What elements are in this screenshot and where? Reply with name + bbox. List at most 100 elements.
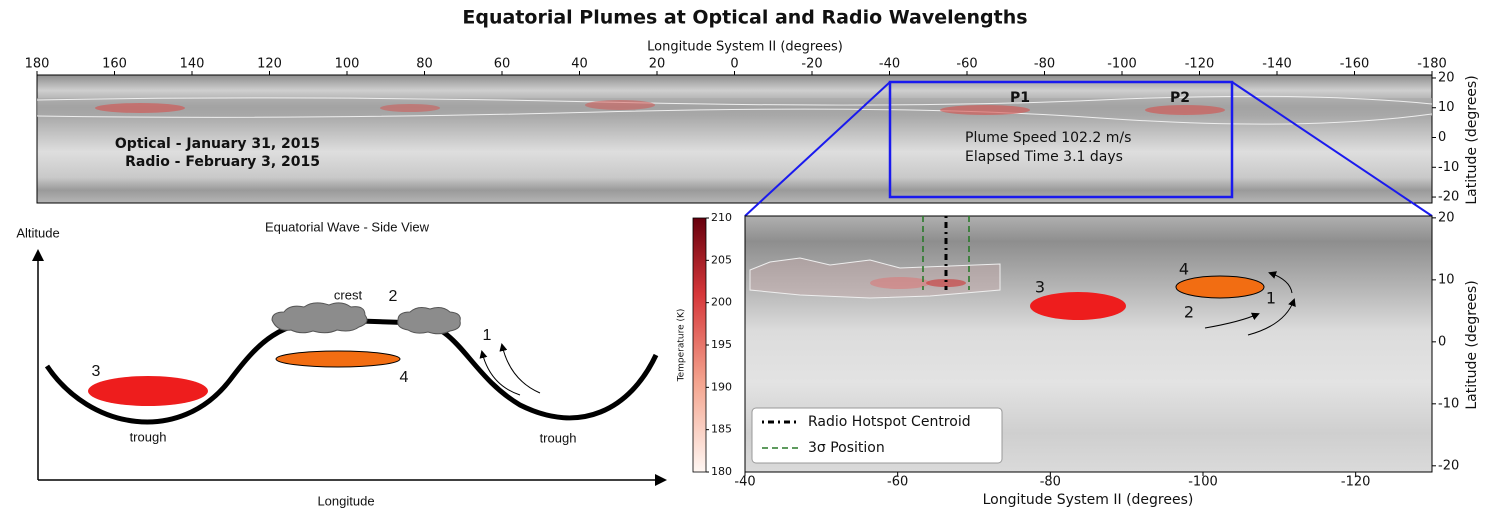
orange-oval: [1175, 275, 1265, 299]
legend-label: Radio Hotspot Centroid: [808, 414, 971, 430]
x-tick-label: 60: [494, 57, 511, 72]
axis-label: Longitude: [317, 493, 374, 508]
axis-label: Altitude: [16, 225, 59, 240]
annotation: Optical - January 31, 2015: [115, 136, 320, 152]
zoom-line: [744, 81, 891, 217]
plume-label: P1: [1010, 90, 1030, 106]
arrow: [1204, 312, 1260, 329]
x-tick-label: 20: [649, 57, 666, 72]
x-tick-label: 40: [571, 57, 588, 72]
plume: [95, 103, 185, 113]
colorbar-tick-label: 200: [711, 296, 732, 309]
y-tick-label: 0: [1438, 334, 1446, 349]
arrow: [1268, 271, 1293, 294]
arrow: [479, 350, 521, 396]
plume: [940, 105, 1030, 115]
colorbar-tick-label: 180: [711, 465, 732, 478]
wave-diagram: Equatorial Wave - Side View Altitude Lon…: [16, 219, 667, 508]
x-tick-label: 180: [25, 57, 50, 72]
x-tick-label: -80: [1040, 475, 1061, 490]
red-oval: [88, 376, 208, 406]
x-tick-label: -180: [1417, 57, 1447, 72]
y-tick-label: -10: [1438, 396, 1459, 411]
marker-label: 2: [389, 288, 398, 305]
belt: [37, 98, 1432, 116]
x-tick-label: -160: [1340, 57, 1370, 72]
plume-label: P2: [1170, 90, 1190, 106]
plume: [380, 104, 440, 112]
colorbar-tick-label: 185: [711, 423, 732, 436]
x-tick-label: 140: [180, 57, 205, 72]
colorbar-tick-label: 210: [711, 211, 732, 224]
cloud: [397, 307, 461, 335]
plume: [870, 277, 930, 289]
y-tick-label: 10: [1438, 100, 1455, 115]
cloud: [271, 302, 368, 334]
marker-label: 3: [92, 363, 101, 380]
x-tick-label: -120: [1185, 57, 1215, 72]
contour: [749, 257, 1001, 299]
x-tick-label: 80: [416, 57, 433, 72]
x-tick-label: 120: [257, 57, 282, 72]
figure-title: Equatorial Plumes at Optical and Radio W…: [462, 7, 1027, 29]
x-tick-label: -100: [1188, 475, 1218, 490]
plume: [1145, 105, 1225, 115]
legend-label: 3σ Position: [808, 440, 885, 456]
zoom-map: 3 4 1 2 Radio Hotspot Centroid 3σ Positi…: [744, 215, 1433, 473]
y-tick-label: -20: [1438, 458, 1459, 473]
y-tick-label: 0: [1438, 130, 1446, 145]
y-axis-title: Latitude (degrees): [1464, 75, 1480, 204]
trough-label: trough: [540, 430, 577, 445]
annotation: Plume Speed 102.2 m/s: [965, 130, 1131, 146]
zoom-box: [888, 80, 1234, 199]
contour: [36, 95, 1433, 106]
top-map: Optical - January 31, 2015 Radio - Febru…: [36, 74, 1433, 217]
zoom-line: [1231, 81, 1433, 217]
x-axis-title: Longitude System II (degrees): [647, 40, 843, 55]
y-tick-label: 10: [1438, 272, 1455, 287]
x-tick-label: -140: [1262, 57, 1292, 72]
y-tick-label: 20: [1438, 70, 1455, 85]
orange-oval: [275, 350, 401, 368]
x-tick-label: -20: [801, 57, 822, 72]
y-tick-label: 20: [1438, 210, 1455, 225]
trough-label: trough: [130, 429, 167, 444]
y-axis-title: Latitude (degrees): [1464, 280, 1480, 409]
marker-label: 1: [1266, 289, 1276, 308]
red-oval: [1030, 292, 1126, 320]
x-tick-label: -80: [1034, 57, 1055, 72]
x-tick-label: -40: [879, 57, 900, 72]
x-axis-title: Longitude System II (degrees): [983, 492, 1194, 508]
colorbar-label: Temperature (K): [677, 309, 687, 383]
marker-label: 2: [1184, 303, 1194, 322]
marker-label: 3: [1035, 278, 1045, 297]
marker-label: 1: [483, 327, 492, 344]
colorbar: [692, 217, 707, 473]
x-tick-label: 0: [730, 57, 738, 72]
marker-label: 4: [1179, 260, 1189, 279]
x-tick-label: -100: [1107, 57, 1137, 72]
y-tick-label: -20: [1438, 190, 1459, 205]
y-tick-label: -10: [1438, 160, 1459, 175]
colorbar-tick-label: 195: [711, 338, 732, 351]
colorbar-tick-label: 205: [711, 253, 732, 266]
annotation: Elapsed Time 3.1 days: [965, 149, 1123, 165]
legend: [751, 407, 1003, 464]
x-tick-label: 100: [335, 57, 360, 72]
x-tick-label: 160: [102, 57, 127, 72]
x-tick-label: -120: [1341, 475, 1371, 490]
crest-label: crest: [334, 287, 363, 302]
wave: [44, 317, 659, 425]
marker-label: 4: [400, 369, 409, 386]
diagram-title: Equatorial Wave - Side View: [265, 219, 430, 234]
annotation: Radio - February 3, 2015: [125, 154, 320, 170]
x-tick-label: -60: [956, 57, 977, 72]
x-tick-label: -40: [734, 475, 755, 490]
colorbar-tick-label: 190: [711, 380, 732, 393]
arrow: [1247, 298, 1296, 336]
contour: [36, 108, 1433, 125]
arrow: [499, 343, 541, 394]
plume: [585, 100, 655, 110]
x-tick-label: -60: [887, 475, 908, 490]
